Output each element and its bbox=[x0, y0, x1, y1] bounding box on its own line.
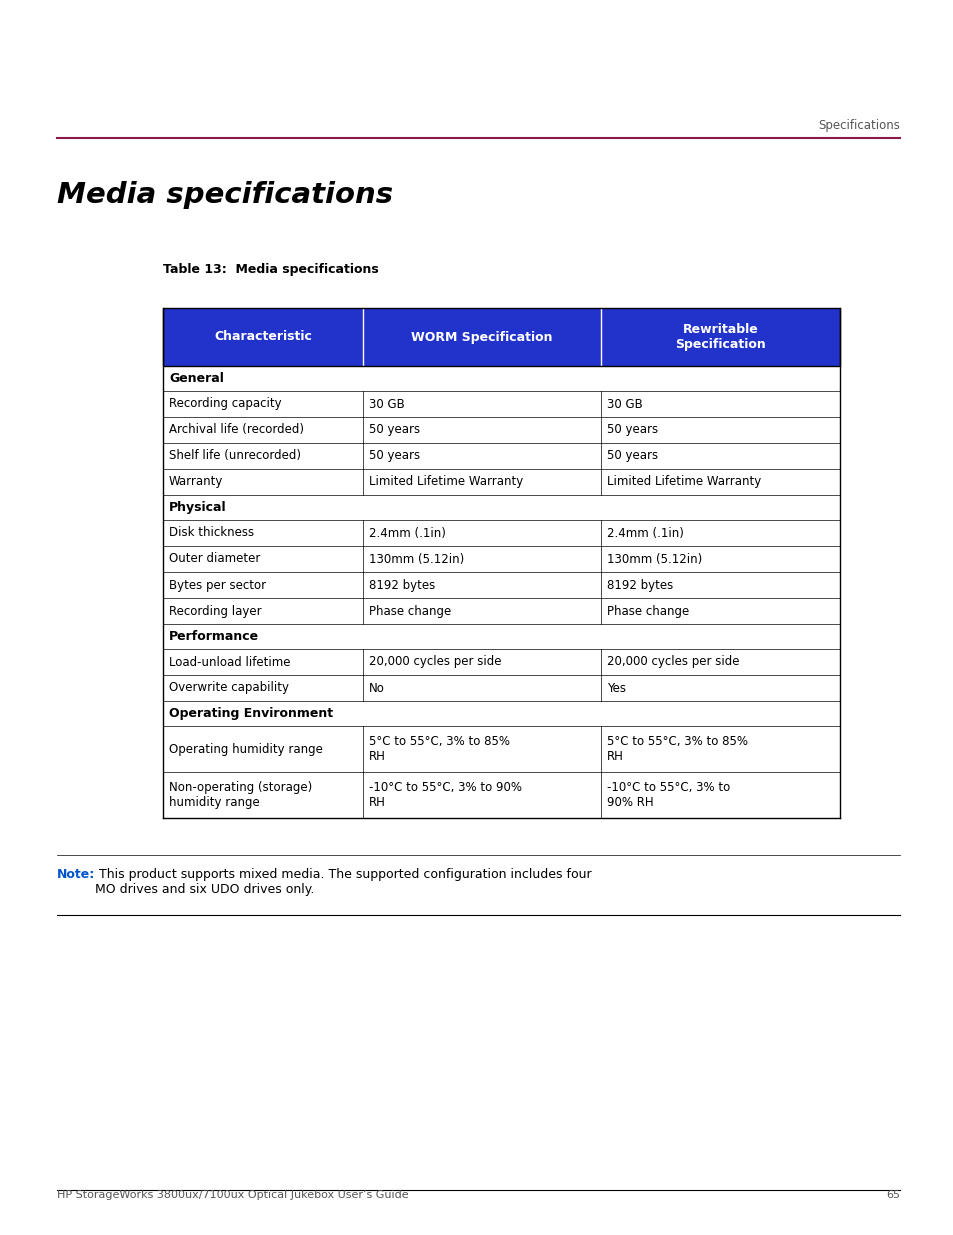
Bar bbox=[163, 726, 840, 772]
Bar bbox=[163, 624, 840, 650]
Text: Limited Lifetime Warranty: Limited Lifetime Warranty bbox=[606, 475, 760, 489]
Bar bbox=[163, 546, 840, 572]
Text: 5°C to 55°C, 3% to 85%
RH: 5°C to 55°C, 3% to 85% RH bbox=[368, 735, 509, 763]
Text: 50 years: 50 years bbox=[368, 450, 419, 462]
Text: -10°C to 55°C, 3% to 90%
RH: -10°C to 55°C, 3% to 90% RH bbox=[368, 781, 521, 809]
Text: 5°C to 55°C, 3% to 85%
RH: 5°C to 55°C, 3% to 85% RH bbox=[606, 735, 747, 763]
Text: 20,000 cycles per side: 20,000 cycles per side bbox=[606, 656, 739, 668]
Bar bbox=[163, 495, 840, 520]
Text: Bytes per sector: Bytes per sector bbox=[169, 578, 266, 592]
Text: 65: 65 bbox=[885, 1191, 899, 1200]
Text: Limited Lifetime Warranty: Limited Lifetime Warranty bbox=[368, 475, 522, 489]
Text: 50 years: 50 years bbox=[606, 450, 658, 462]
Bar bbox=[163, 650, 840, 676]
Text: HP StorageWorks 3800ux/7100ux Optical Jukebox User’s Guide: HP StorageWorks 3800ux/7100ux Optical Ju… bbox=[57, 1191, 408, 1200]
Text: General: General bbox=[169, 372, 224, 385]
Text: Non-operating (storage)
humidity range: Non-operating (storage) humidity range bbox=[169, 781, 312, 809]
Text: -10°C to 55°C, 3% to
90% RH: -10°C to 55°C, 3% to 90% RH bbox=[606, 781, 729, 809]
Text: 20,000 cycles per side: 20,000 cycles per side bbox=[368, 656, 500, 668]
Text: Phase change: Phase change bbox=[368, 604, 451, 618]
Text: 30 GB: 30 GB bbox=[368, 398, 404, 410]
Bar bbox=[163, 366, 840, 391]
Text: 50 years: 50 years bbox=[606, 424, 658, 436]
Text: WORM Specification: WORM Specification bbox=[411, 331, 552, 343]
Text: Outer diameter: Outer diameter bbox=[169, 552, 260, 566]
Text: Performance: Performance bbox=[169, 630, 259, 643]
Text: Phase change: Phase change bbox=[606, 604, 689, 618]
Text: Load-unload lifetime: Load-unload lifetime bbox=[169, 656, 291, 668]
Text: Recording layer: Recording layer bbox=[169, 604, 261, 618]
Bar bbox=[163, 469, 840, 495]
Text: Yes: Yes bbox=[606, 682, 625, 694]
Text: 30 GB: 30 GB bbox=[606, 398, 642, 410]
Bar bbox=[163, 701, 840, 726]
Text: 2.4mm (.1in): 2.4mm (.1in) bbox=[606, 526, 683, 540]
Bar bbox=[163, 772, 840, 818]
Text: No: No bbox=[368, 682, 384, 694]
Bar bbox=[163, 443, 840, 469]
Text: 2.4mm (.1in): 2.4mm (.1in) bbox=[368, 526, 445, 540]
Bar bbox=[163, 308, 840, 366]
Text: Operating humidity range: Operating humidity range bbox=[169, 742, 322, 756]
Text: 8192 bytes: 8192 bytes bbox=[606, 578, 673, 592]
Bar bbox=[163, 417, 840, 443]
Text: Physical: Physical bbox=[169, 501, 227, 514]
Text: 50 years: 50 years bbox=[368, 424, 419, 436]
Text: 130mm (5.12in): 130mm (5.12in) bbox=[368, 552, 463, 566]
Bar bbox=[163, 391, 840, 417]
Bar bbox=[163, 572, 840, 598]
Text: Disk thickness: Disk thickness bbox=[169, 526, 253, 540]
Bar bbox=[163, 520, 840, 546]
Bar bbox=[163, 308, 840, 366]
Text: Characteristic: Characteristic bbox=[213, 331, 312, 343]
Text: Table 13:  Media specifications: Table 13: Media specifications bbox=[163, 263, 378, 277]
Text: Operating Environment: Operating Environment bbox=[169, 706, 333, 720]
Text: Archival life (recorded): Archival life (recorded) bbox=[169, 424, 304, 436]
Text: Specifications: Specifications bbox=[818, 119, 899, 132]
Text: Media specifications: Media specifications bbox=[57, 182, 393, 209]
Text: Recording capacity: Recording capacity bbox=[169, 398, 281, 410]
Text: Overwrite capability: Overwrite capability bbox=[169, 682, 289, 694]
Bar bbox=[163, 676, 840, 701]
Text: Shelf life (unrecorded): Shelf life (unrecorded) bbox=[169, 450, 301, 462]
Text: 130mm (5.12in): 130mm (5.12in) bbox=[606, 552, 701, 566]
Bar bbox=[163, 598, 840, 624]
Text: This product supports mixed media. The supported configuration includes four
MO : This product supports mixed media. The s… bbox=[95, 868, 591, 897]
Text: Rewritable
Specification: Rewritable Specification bbox=[675, 324, 765, 351]
Text: Warranty: Warranty bbox=[169, 475, 223, 489]
Text: 8192 bytes: 8192 bytes bbox=[368, 578, 435, 592]
Text: Note:: Note: bbox=[57, 868, 95, 881]
